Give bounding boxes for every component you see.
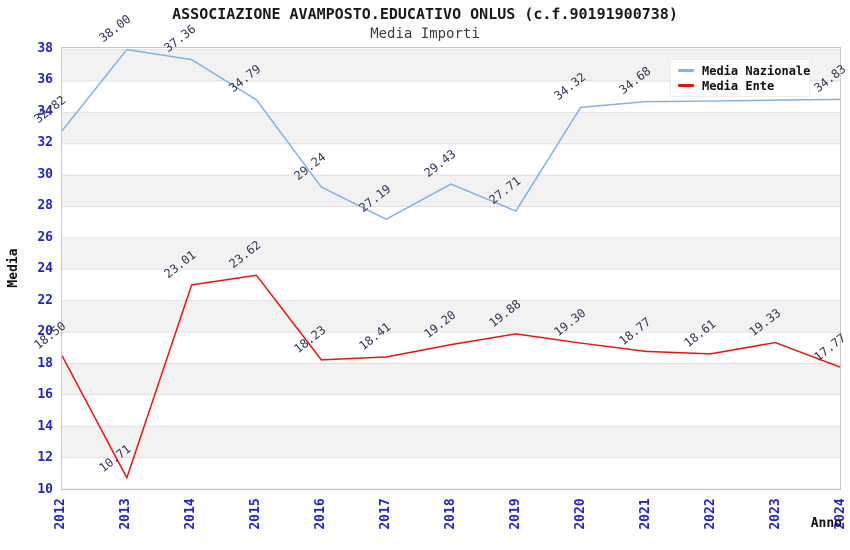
y-tick-label: 32 [37,135,53,151]
y-axis-title: Media [6,248,21,288]
y-tick-label: 30 [37,166,53,182]
legend-swatch-icon [678,84,694,87]
y-tick-label: 20 [37,324,53,340]
y-tick-label: 28 [37,198,53,214]
y-tick-label: 14 [37,418,53,434]
series-line-media-nazionale [62,48,840,220]
legend-label: Media Nazionale [702,63,811,78]
grid-band [62,175,840,207]
y-tick-label: 24 [37,261,53,277]
x-axis-title: Anno [810,516,842,531]
y-tick-label: 22 [37,292,53,308]
x-tick-label: 2015 [248,498,263,530]
y-tick-label: 38 [37,40,53,56]
x-tick-label: 2022 [703,498,718,530]
grid-band [62,426,840,458]
legend-label: Media Ente [702,78,775,93]
x-tick-label: 2018 [443,498,458,530]
legend-item-media-ente[interactable]: Media Ente [678,78,802,93]
x-tick-label: 2017 [378,498,393,530]
y-tick-label: 18 [37,355,53,371]
y-tick-label: 10 [37,482,53,497]
x-tick-label: 2016 [313,498,328,530]
y-tick-label: 12 [37,450,53,466]
grid-band [62,112,840,144]
x-tick-label: 2020 [573,498,588,530]
chart-subtitle: Media Importi [370,26,480,42]
x-tick-label: 2012 [53,498,68,530]
plot-area [61,47,841,490]
series-line-media-ente [62,274,840,479]
grid-band [62,300,840,333]
grid-band [62,237,840,270]
x-tick-label: 2014 [183,498,198,530]
legend-item-media-nazionale[interactable]: Media Nazionale [678,63,810,78]
legend-box: Media Nazionale Media Ente [670,59,810,97]
x-tick-label: 2023 [768,498,783,530]
y-tick-label: 36 [37,72,53,88]
x-tick-label: 2013 [118,498,133,530]
y-tick-label: 16 [37,387,53,403]
y-tick-label: 26 [37,229,53,245]
x-tick-label: 2019 [508,498,523,530]
grid-band [62,363,840,395]
chart-title: ASSOCIAZIONE AVAMPOSTO.EDUCATIVO ONLUS (… [172,5,678,23]
x-tick-label: 2021 [638,498,653,530]
y-tick-label: 34 [37,103,53,119]
legend-swatch-icon [678,69,694,72]
